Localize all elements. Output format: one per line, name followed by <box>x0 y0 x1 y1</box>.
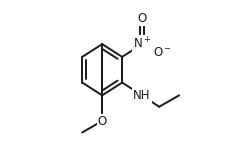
Text: O: O <box>138 12 147 25</box>
Text: N$^+$: N$^+$ <box>133 36 151 52</box>
Text: O$^-$: O$^-$ <box>152 46 172 59</box>
Text: NH: NH <box>133 89 151 102</box>
Text: O: O <box>98 115 107 128</box>
